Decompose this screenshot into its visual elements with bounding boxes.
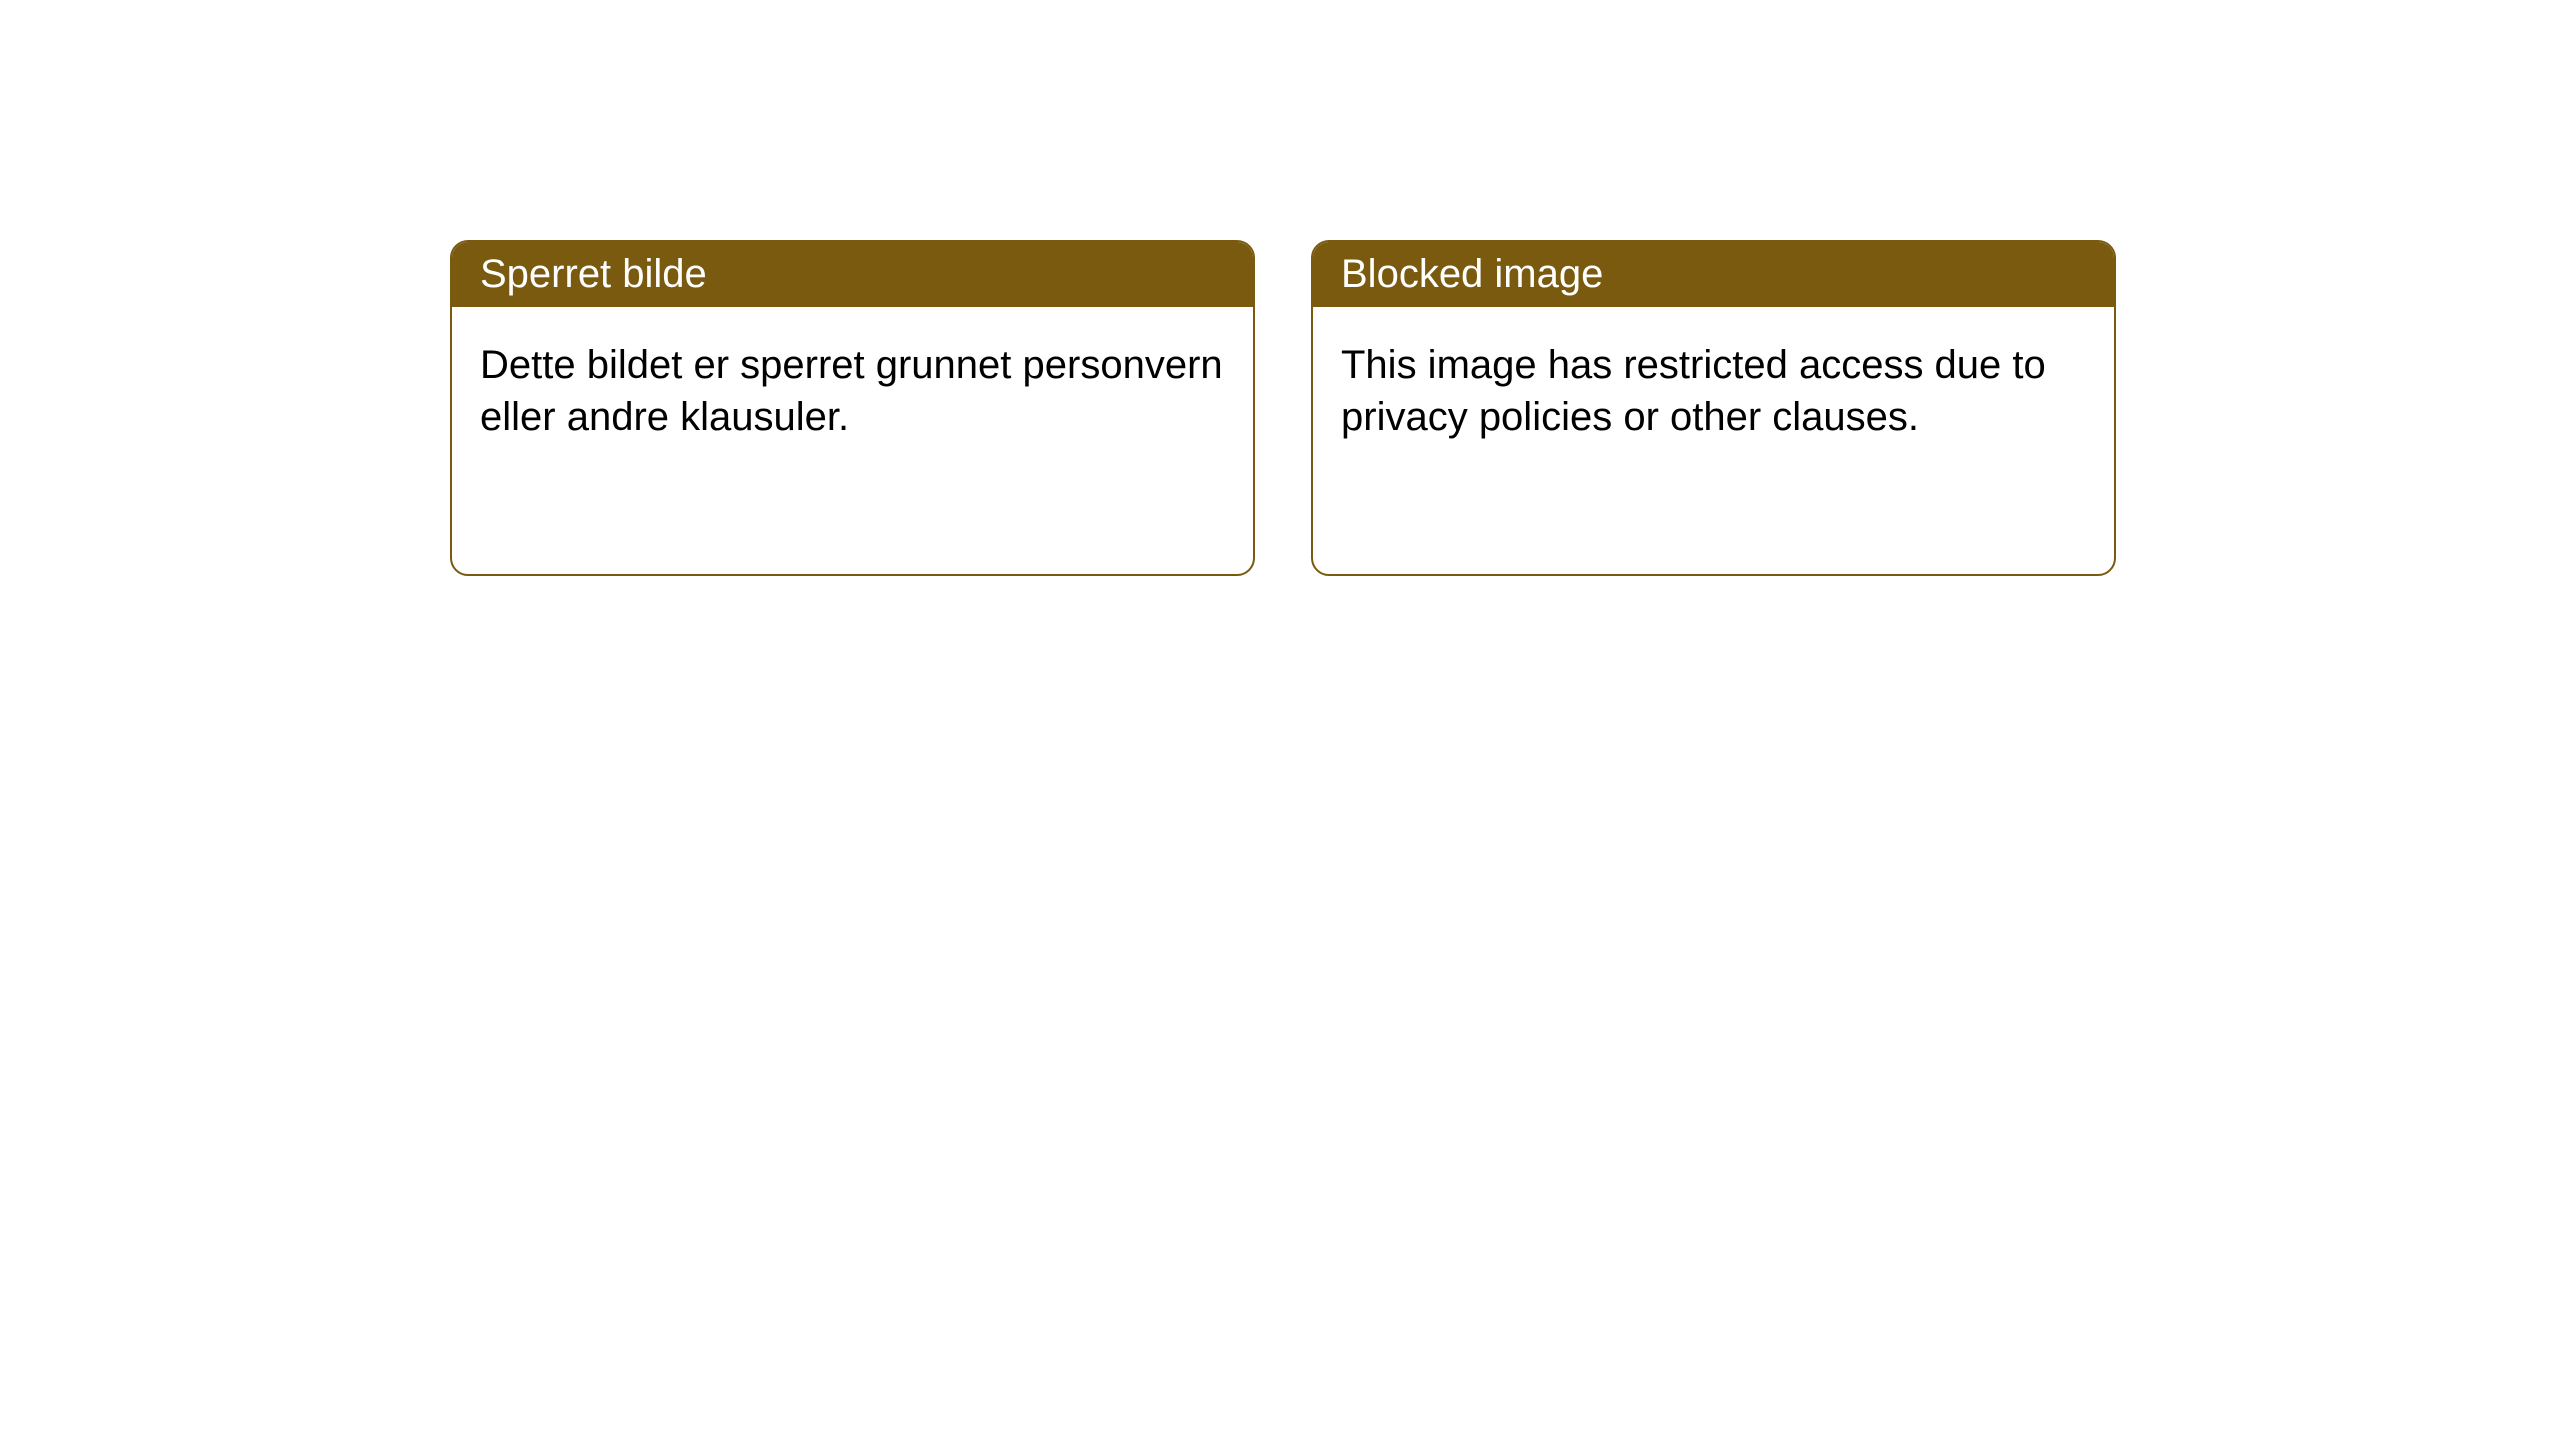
notice-card-norwegian: Sperret bilde Dette bildet er sperret gr… bbox=[450, 240, 1255, 576]
notice-cards-container: Sperret bilde Dette bildet er sperret gr… bbox=[0, 0, 2560, 576]
card-body-text: This image has restricted access due to … bbox=[1341, 343, 2046, 439]
card-header: Sperret bilde bbox=[452, 242, 1253, 307]
card-title: Blocked image bbox=[1341, 252, 1603, 296]
card-title: Sperret bilde bbox=[480, 252, 707, 296]
card-body: This image has restricted access due to … bbox=[1313, 307, 2114, 475]
card-header: Blocked image bbox=[1313, 242, 2114, 307]
notice-card-english: Blocked image This image has restricted … bbox=[1311, 240, 2116, 576]
card-body-text: Dette bildet er sperret grunnet personve… bbox=[480, 343, 1223, 439]
card-body: Dette bildet er sperret grunnet personve… bbox=[452, 307, 1253, 475]
